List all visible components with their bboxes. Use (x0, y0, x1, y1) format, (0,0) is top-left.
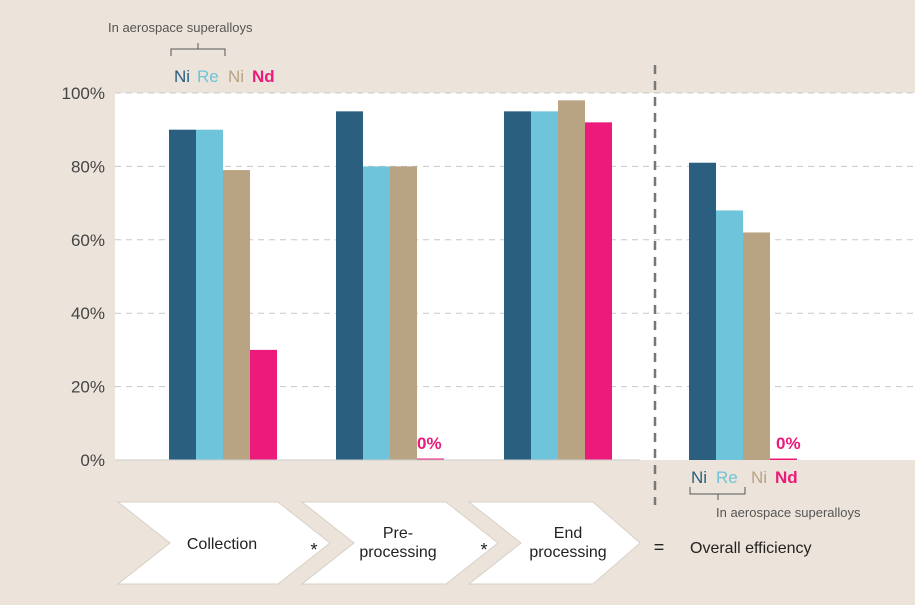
bar (504, 111, 531, 460)
bar (169, 129, 196, 460)
multiply-operator-2: * (480, 540, 487, 560)
legend-top-ni: Ni (228, 67, 244, 86)
y-tick-label: 60% (71, 231, 105, 250)
bar (689, 162, 716, 461)
legend-note-top: In aerospace superalloys (108, 20, 253, 35)
step-collection-arrow (116, 501, 331, 585)
step-preprocessing-label-1: Pre- (383, 525, 413, 542)
y-tick-label: 20% (71, 378, 105, 397)
legend-bracket-bottom (689, 487, 746, 500)
equals-operator: = (654, 537, 665, 557)
legend-top-nd: Nd (252, 67, 275, 86)
legend-top-ni-aerospace: Ni (174, 67, 190, 86)
y-tick-label: 0% (80, 451, 105, 470)
bar (743, 232, 770, 460)
step-collection-label: Collection (187, 536, 257, 553)
bar (770, 458, 797, 460)
bar (558, 100, 585, 460)
bar (363, 166, 390, 460)
legend-top-re-aerospace: Re (197, 67, 219, 86)
legend-bottom-ni: Ni (751, 468, 767, 487)
step-preprocessing-arrow (300, 501, 499, 585)
step-endprocessing-label-1: End (554, 525, 582, 542)
overall-efficiency-label: Overall efficiency (690, 540, 812, 557)
legend-bottom-ni-aerospace: Ni (691, 468, 707, 487)
bar (531, 111, 558, 460)
y-tick-label: 100% (62, 84, 105, 103)
legend-note-bottom: In aerospace superalloys (716, 505, 861, 520)
step-endprocessing-arrow (467, 501, 641, 585)
bar (223, 170, 250, 460)
bar (417, 458, 444, 460)
multiply-operator-1: * (310, 540, 317, 560)
bar (196, 129, 223, 460)
legend-bottom-re-aerospace: Re (716, 468, 738, 487)
y-axis: 0% 20% 40% 60% 80% 100% (62, 84, 105, 470)
legend-bracket-top (170, 43, 226, 56)
bar (336, 111, 363, 460)
step-endprocessing-label-2: processing (529, 544, 606, 561)
step-preprocessing-label-2: processing (359, 544, 436, 561)
legend-bottom-nd: Nd (775, 468, 798, 487)
bar (250, 349, 277, 460)
bar (716, 210, 743, 460)
y-tick-label: 40% (71, 304, 105, 323)
y-tick-label: 80% (71, 157, 105, 176)
zero-label-preprocessing: 0% (417, 434, 442, 453)
bars (169, 100, 797, 461)
zero-label-overall: 0% (776, 434, 801, 453)
bar (585, 122, 612, 461)
bar (390, 166, 417, 460)
